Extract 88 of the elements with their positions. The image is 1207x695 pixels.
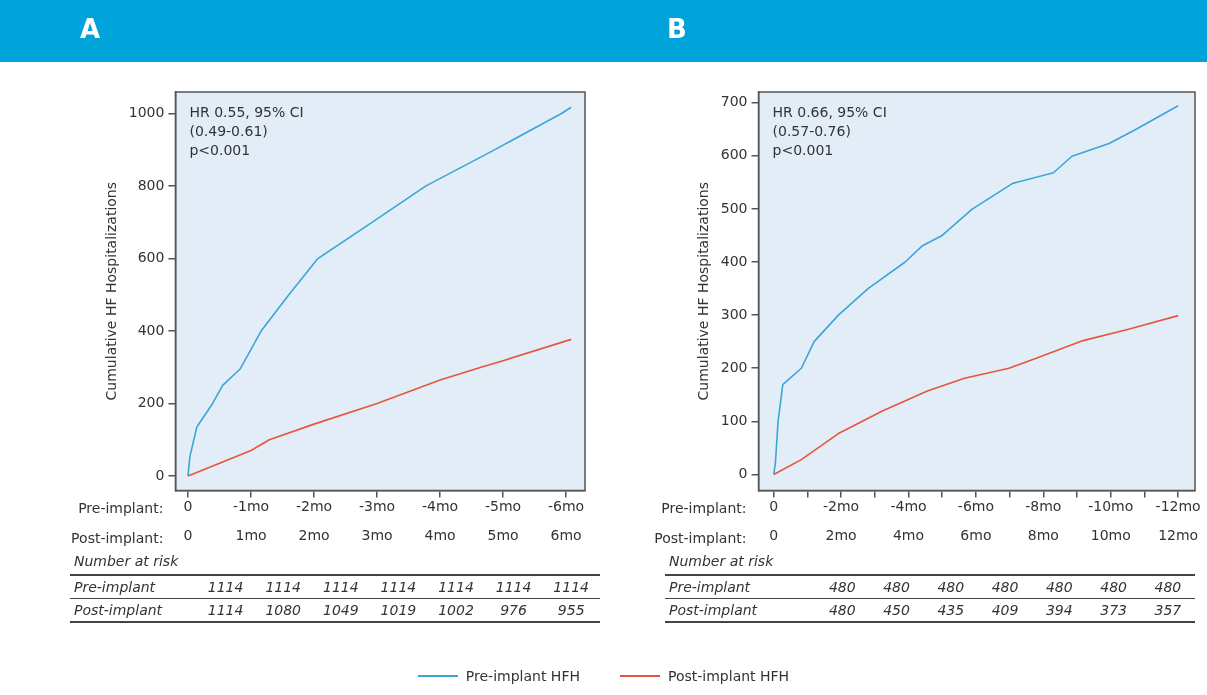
y-tick-label: 100 — [720, 411, 748, 428]
text: 1002 — [427, 598, 485, 622]
x-tick-label: 2mo — [298, 527, 330, 544]
y-tick-label: 300 — [720, 305, 748, 322]
text: 480 — [1140, 575, 1195, 599]
y-axis-title: Cumulative HF Hospitalizations — [695, 181, 712, 401]
text: 1114 — [196, 575, 255, 599]
text: 373 — [1086, 598, 1141, 622]
x2-tick-label: -10mo — [1088, 498, 1134, 515]
y-tick-label: 600 — [137, 249, 165, 266]
text: 409 — [977, 598, 1033, 622]
text: 394 — [1032, 598, 1087, 622]
x2-tick-label: -6mo — [957, 498, 994, 515]
text: 1114 — [254, 575, 312, 599]
text: 480 — [869, 575, 924, 599]
annotation: HR 0.66, 95% CI (0.57-0.76) p<0.001 — [772, 103, 887, 158]
x-tick-label: 8mo — [1027, 527, 1059, 544]
x2-axis-title: Pre-implant: — [78, 499, 164, 516]
text: Pre-implant — [665, 575, 816, 599]
text: Number at risk — [668, 552, 775, 571]
x-tick-label: 6mo — [550, 527, 582, 544]
text: 1019 — [369, 598, 428, 622]
text: Post-implant — [665, 598, 816, 622]
y-tick-label: 600 — [720, 146, 748, 163]
text: 480 — [815, 575, 870, 599]
x-tick-label: 12mo — [1158, 527, 1199, 544]
x2-tick-label: -2mo — [295, 498, 333, 515]
x-tick-label: 0 — [183, 527, 193, 544]
x-tick-label: 4mo — [892, 527, 925, 544]
y-tick-label: 1000 — [128, 104, 165, 121]
y-axis-title: Cumulative HF Hospitalizations — [103, 181, 120, 401]
x-tick-label: 6mo — [960, 527, 992, 544]
x2-tick-label: -4mo — [890, 498, 927, 515]
x2-axis-title: Pre-implant: — [661, 499, 747, 516]
y-tick-label: 700 — [720, 93, 748, 110]
annotation: HR 0.55, 95% CI (0.49-0.61) p<0.001 — [189, 103, 304, 158]
y-tick-label: 500 — [720, 199, 748, 216]
text: 1114 — [369, 575, 428, 599]
text: 480 — [1032, 575, 1087, 599]
text: 1114 — [312, 575, 370, 599]
x2-tick-label: -8mo — [1025, 498, 1062, 515]
text: 1114 — [484, 575, 543, 599]
x-axis-title: Post-implant: — [654, 529, 747, 546]
x-tick-label: 0 — [769, 527, 779, 544]
text: 1049 — [312, 598, 370, 622]
chart-title: B — [667, 14, 687, 44]
text: 435 — [923, 598, 978, 622]
y-tick-label: 0 — [738, 465, 748, 482]
x-tick-label: 2mo — [825, 527, 857, 544]
x-tick-label: 5mo — [487, 527, 519, 544]
x2-tick-label: -6mo — [548, 498, 585, 515]
x-tick-label: 1mo — [235, 527, 267, 544]
x-tick-label: 3mo — [361, 527, 393, 544]
y-tick-label: 400 — [720, 252, 748, 269]
text: Pre-implant — [70, 575, 197, 599]
x2-tick-label: -5mo — [485, 498, 522, 515]
text: 480 — [977, 575, 1033, 599]
text: 976 — [484, 598, 543, 622]
text: 357 — [1140, 598, 1195, 622]
y-tick-label: 800 — [137, 176, 165, 193]
x2-tick-label: -3mo — [358, 498, 396, 515]
text: 480 — [1086, 575, 1141, 599]
x-axis-title: Post-implant: — [71, 529, 164, 546]
legend-label: Post-implant HFH — [667, 668, 790, 684]
text: 1114 — [196, 598, 255, 622]
text: Number at risk — [73, 552, 180, 571]
chart-title: A — [80, 14, 101, 44]
y-tick-label: 400 — [137, 321, 165, 338]
text: 480 — [815, 598, 870, 622]
x2-tick-label: -4mo — [421, 498, 459, 515]
text: 1114 — [427, 575, 485, 599]
x2-tick-label: 0 — [183, 498, 193, 515]
x2-tick-label: -1mo — [232, 498, 270, 515]
x-tick-label: 4mo — [424, 527, 456, 544]
x2-tick-label: -12mo — [1155, 498, 1201, 515]
text: 480 — [923, 575, 978, 599]
text: 955 — [542, 598, 600, 622]
text: Post-implant — [70, 598, 197, 622]
text: 1114 — [542, 575, 600, 599]
x-tick-label: 10mo — [1090, 527, 1131, 544]
y-tick-label: 0 — [155, 466, 165, 483]
text: 450 — [869, 598, 924, 622]
x2-tick-label: -2mo — [823, 498, 860, 515]
text: 1080 — [254, 598, 312, 622]
x2-tick-label: 0 — [769, 498, 779, 515]
y-tick-label: 200 — [137, 394, 165, 411]
legend-label: Pre-implant HFH — [465, 668, 580, 684]
y-tick-label: 200 — [720, 358, 748, 375]
